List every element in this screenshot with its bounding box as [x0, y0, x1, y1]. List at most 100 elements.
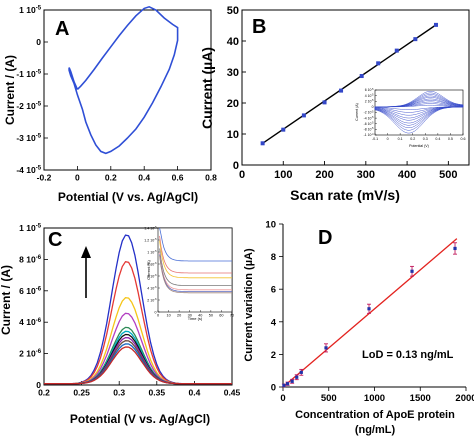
x-tick-label: 300	[357, 169, 375, 181]
panel-d-lod: LoD = 0.13 ng/mL	[362, 349, 454, 361]
scan-rate-point	[394, 48, 399, 53]
scan-rate-point	[301, 113, 306, 118]
inset-y-tick-label: 1.2 10-5	[144, 238, 157, 242]
x-tick-label: 0.45	[224, 388, 241, 398]
x-tick-label: 1500	[410, 393, 431, 404]
panel-a-frame	[43, 9, 212, 171]
inset-y-tick-label: 2 10-5	[365, 99, 374, 103]
y-tick-label: -4 10-5	[16, 165, 41, 175]
y-tick-label: 1 10-5	[19, 5, 42, 15]
x-tick-label: 0	[239, 169, 245, 181]
concentration-point	[299, 370, 303, 374]
panel-b-frame	[241, 9, 470, 166]
panel-a-cv-curve	[68, 5, 179, 155]
scan-rate-point	[413, 37, 418, 42]
inset-x-tick-label: 30	[188, 314, 192, 318]
inset-x-tick-label: 70	[230, 314, 234, 318]
panel-a-label: A	[55, 18, 69, 40]
inset-y-tick-label: 8 10-6	[147, 262, 157, 266]
chrono-curve	[159, 255, 232, 294]
panel-b-inset-xlabel: Potential (V)	[409, 144, 429, 148]
panel-c-inset-xlabel: Time (s)	[188, 316, 203, 321]
y-tick-label: 2 10-6	[19, 349, 42, 359]
x-tick-label: 500	[321, 393, 337, 404]
y-tick-label: 6 10-6	[19, 286, 42, 296]
panel-b-fit-line	[262, 24, 437, 144]
panel-c-inset-ticks: 0 10 20 30 40 50 60 70 1.4 10-5 1.2 10-5 1 10-5 8 1…	[144, 226, 234, 318]
inset-x-tick-label: 10	[166, 314, 170, 318]
inset-y-tick-label: 6 10-6	[147, 274, 157, 278]
panel-b-xlabel: Scan rate (mV/s)	[290, 187, 400, 203]
panel-d-ylabel: Current variation (µA)	[243, 248, 255, 362]
y-tick-label: 0	[36, 37, 41, 47]
x-tick-label: 0.3	[113, 388, 125, 398]
panel-b-inset-ticks: -0.1 0 0.1 0.2 0.3 0.4 0.5 0.6 6 10-54 10-5 2 10-…	[364, 88, 466, 141]
x-tick-label: 1000	[364, 393, 385, 404]
inset-x-tick-label: 50	[209, 314, 213, 318]
panel-c-label: C	[48, 229, 62, 251]
panel-c-inset-frame	[157, 227, 233, 313]
panel-d-ticks: 0 500 1000 1500 2000 0 2 4 6 8 10	[265, 220, 474, 405]
y-tick-label: 4 10-6	[19, 317, 42, 327]
panel-c-curves	[44, 234, 232, 385]
inset-cv-curve	[374, 90, 464, 134]
y-tick-label: 8	[271, 252, 276, 263]
y-tick-label: 50	[227, 5, 239, 17]
panel-d-label: D	[318, 227, 332, 249]
panel-b-points	[260, 22, 438, 146]
x-tick-label: 0.35	[149, 388, 166, 398]
y-tick-label: 30	[227, 67, 239, 79]
panel-b-ylabel: Current (µA)	[199, 47, 215, 129]
inset-y-tick-label: 4 10-5	[365, 93, 374, 97]
inset-y-tick-label: -4 10-5	[364, 116, 375, 120]
inset-y-tick-label: -2 10-5	[364, 110, 375, 114]
panel-b-inset-frame	[374, 89, 464, 136]
y-tick-label: 10	[227, 129, 239, 141]
panel-d-points	[281, 242, 458, 388]
scan-rate-point	[322, 100, 327, 105]
inset-x-tick-label: 0.6	[461, 137, 466, 141]
concentration-point	[367, 307, 371, 311]
inset-x-tick-label: 60	[219, 314, 223, 318]
chrono-curve	[159, 240, 232, 279]
chrono-curve	[159, 248, 232, 286]
y-tick-label: 10	[265, 220, 276, 231]
panel-d-xlabel-line2: (ng/mL)	[355, 424, 396, 436]
chrono-curve	[159, 254, 232, 292]
panel-b-ticks: 0 100 200 300 400 500 0 10 20 30 40 50	[227, 5, 458, 181]
concentration-point	[285, 382, 290, 386]
x-tick-label: 100	[274, 169, 292, 181]
dpv-curve	[44, 346, 232, 385]
y-tick-label: 0	[36, 380, 41, 390]
inset-x-tick-label: 0.4	[435, 137, 440, 141]
scan-rate-point	[339, 88, 344, 93]
inset-y-tick-label: 1.4 10-5	[144, 226, 157, 230]
chrono-curve	[159, 252, 232, 291]
x-tick-label: 0.2	[38, 388, 50, 398]
panel-c-inset-ylabel: Current (A)	[146, 259, 151, 279]
panel-c-xlabel: Potential (V vs. Ag/AgCl)	[70, 412, 210, 426]
panel-c-inset: 0 10 20 30 40 50 60 70 1.4 10-5 1.2 10-5 1 10-5 8 1…	[144, 226, 234, 321]
panel-b-inset-ylabel: Current (A)	[355, 103, 359, 121]
concentration-point	[410, 269, 414, 273]
inset-y-tick-label: 1 10-5	[147, 250, 157, 254]
inset-y-tick-label: 4 10-6	[147, 286, 157, 290]
x-tick-label: 0.25	[73, 388, 90, 398]
concentration-point	[290, 379, 294, 383]
x-tick-label: 2000	[455, 393, 474, 404]
inset-y-tick-label: 0	[155, 310, 157, 314]
scan-rate-point	[260, 141, 265, 146]
x-tick-label: 0.8	[205, 173, 217, 183]
inset-y-tick-label: -8 10-5	[364, 127, 375, 131]
x-tick-label: 0.4	[188, 388, 200, 398]
x-tick-label: 200	[315, 169, 333, 181]
y-tick-label: -1 10-5	[16, 69, 41, 79]
panel-d-xlabel-line1: Concentration of ApoE protein	[295, 409, 455, 421]
increase-arrow-head	[81, 246, 91, 258]
dpv-curve	[44, 330, 232, 385]
panel-c-arrow	[81, 246, 91, 298]
panel-c-inset-curves	[159, 227, 232, 294]
y-tick-label: 20	[227, 98, 239, 110]
